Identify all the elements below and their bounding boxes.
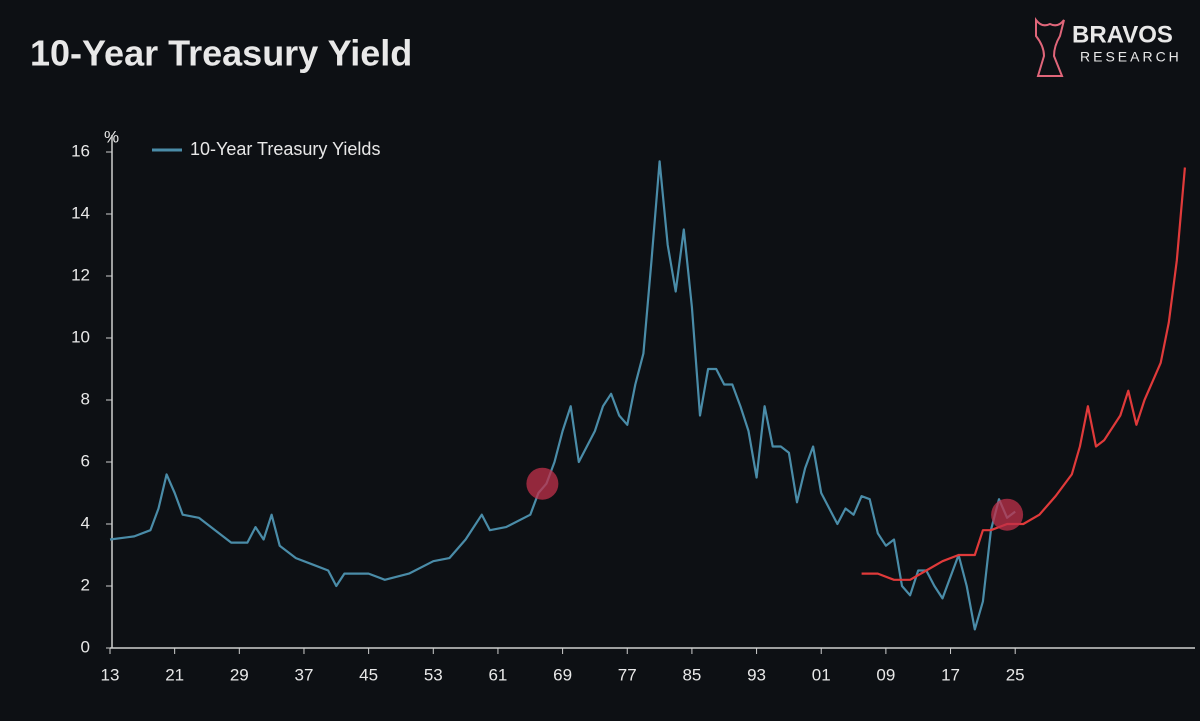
y-tick-label: 6 bbox=[81, 451, 90, 470]
logo-name: BRAVOS bbox=[1072, 21, 1173, 48]
y-tick-label: 16 bbox=[71, 141, 90, 160]
x-tick-label: 37 bbox=[295, 665, 314, 684]
y-tick-label: 14 bbox=[71, 203, 90, 222]
x-tick-label: 01 bbox=[812, 665, 831, 684]
x-tick-label: 13 bbox=[101, 665, 120, 684]
y-tick-label: 12 bbox=[71, 265, 90, 284]
logo: BRAVOS RESEARCH bbox=[1035, 17, 1182, 77]
legend-label: 10-Year Treasury Yields bbox=[190, 139, 380, 159]
y-tick-label: 2 bbox=[81, 575, 90, 594]
x-tick-label: 93 bbox=[747, 665, 766, 684]
series-line bbox=[861, 167, 1186, 581]
x-tick-label: 09 bbox=[876, 665, 895, 684]
x-tick-label: 53 bbox=[424, 665, 443, 684]
x-tick-label: 85 bbox=[682, 665, 701, 684]
y-tick-label: 0 bbox=[81, 637, 90, 656]
x-tick-label: 69 bbox=[553, 665, 572, 684]
series-line bbox=[109, 160, 1016, 631]
highlight-dot bbox=[526, 467, 559, 500]
x-tick-label: 29 bbox=[230, 665, 249, 684]
chart-title: 10-Year Treasury Yield bbox=[30, 33, 412, 74]
y-tick-label: 8 bbox=[81, 389, 90, 408]
x-tick-label: 45 bbox=[359, 665, 378, 684]
x-tick-label: 77 bbox=[618, 665, 637, 684]
highlight-dot bbox=[991, 498, 1024, 531]
x-tick-label: 21 bbox=[165, 665, 184, 684]
x-tick-label: 25 bbox=[1006, 665, 1025, 684]
x-tick-label: 61 bbox=[488, 665, 507, 684]
y-tick-label: 4 bbox=[81, 513, 90, 532]
logo-icon bbox=[1035, 17, 1065, 77]
x-tick-label: 17 bbox=[941, 665, 960, 684]
logo-sub: RESEARCH bbox=[1080, 49, 1182, 65]
y-tick-label: 10 bbox=[71, 327, 90, 346]
